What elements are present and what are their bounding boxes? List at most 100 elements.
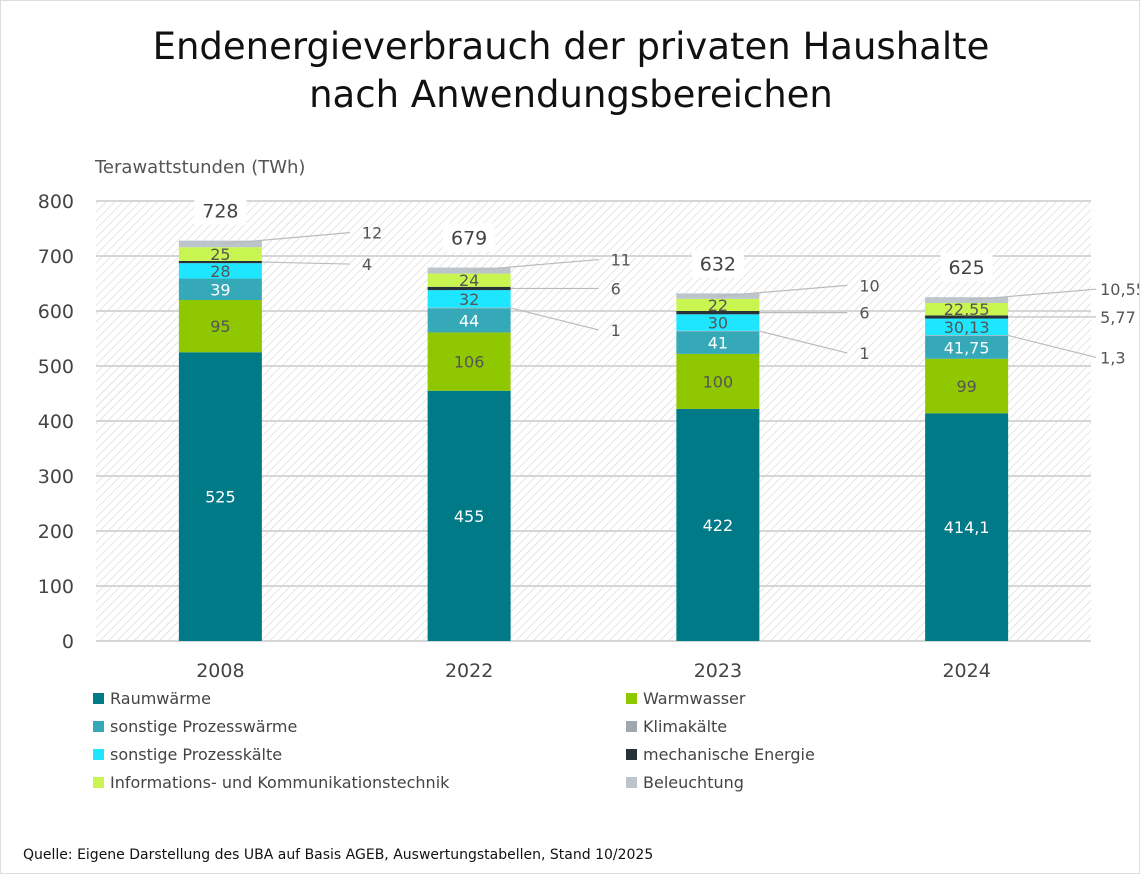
legend-item: Informations- und Kommunikationstechnik — [93, 773, 449, 792]
segment-label: 106 — [454, 353, 485, 372]
legend-item: Klimakälte — [626, 717, 727, 736]
x-tick-label: 2022 — [445, 660, 493, 682]
total-label: 728 — [202, 201, 238, 223]
total-label-bg — [691, 249, 744, 278]
segment-label: 39 — [210, 280, 230, 299]
callout-label: 10,55 — [1100, 280, 1140, 299]
legend-item: Beleuchtung — [626, 773, 744, 792]
segment-label: 455 — [454, 507, 485, 526]
callout-label: 1 — [611, 321, 621, 340]
segment-label: 30 — [708, 314, 728, 333]
legend-label: sonstige Prozesswärme — [110, 717, 298, 736]
bar-segment — [925, 335, 1009, 359]
legend-label: Raumwärme — [110, 689, 211, 708]
segment-label: 30,13 — [944, 318, 990, 337]
bar-segment — [178, 352, 262, 641]
callout-line — [261, 261, 350, 265]
bar-segment — [676, 331, 760, 354]
total-label-bg — [940, 253, 993, 282]
segment-label: 22,55 — [944, 300, 990, 319]
legend-item: mechanische Energie — [626, 745, 815, 764]
callout-line — [966, 288, 1097, 301]
bar-segment — [178, 300, 262, 353]
chart-title: Endenergieverbrauch der privaten Haushal… — [1, 23, 1139, 119]
legend-swatch — [626, 693, 637, 704]
bar-segment — [676, 311, 760, 315]
callout-label: 1 — [859, 344, 869, 363]
legend-swatch — [93, 777, 104, 788]
total-label: 625 — [948, 257, 984, 279]
bar-segment — [676, 353, 760, 409]
callout-line — [469, 258, 599, 272]
y-tick-label: 300 — [38, 466, 74, 488]
legend-item: sonstige Prozesskälte — [93, 745, 282, 764]
callout-label: 6 — [611, 279, 621, 298]
callout-label: 11 — [611, 251, 631, 270]
segment-label: 422 — [703, 516, 734, 535]
legend-label: Warmwasser — [643, 689, 746, 708]
legend-label: Beleuchtung — [643, 773, 744, 792]
x-tick-label: 2008 — [196, 660, 244, 682]
y-tick-label: 0 — [62, 631, 74, 653]
segment-label: 44 — [459, 311, 479, 330]
segment-label: 25 — [210, 245, 230, 264]
callout-label: 1,3 — [1100, 348, 1125, 367]
bar-segment — [676, 298, 760, 311]
legend-label: Klimakälte — [643, 717, 728, 736]
callout-line — [1007, 334, 1097, 359]
legend-swatch — [626, 777, 637, 788]
segment-label: 414,1 — [944, 518, 990, 537]
legend-swatch — [93, 749, 104, 760]
bar-segment — [427, 286, 511, 291]
segment-label: 41 — [708, 334, 728, 353]
bar-segment — [427, 290, 511, 308]
callout-label: 5,77 — [1100, 308, 1136, 327]
x-tick-label: 2023 — [694, 660, 742, 682]
total-label: 679 — [451, 228, 487, 250]
callout-label: 12 — [362, 224, 382, 243]
legend-item: sonstige Prozesswärme — [93, 717, 297, 736]
segment-label: 99 — [956, 377, 976, 396]
bar-segment — [925, 335, 1009, 336]
bar-segment — [676, 408, 760, 641]
bar-segment — [178, 263, 262, 279]
bar-segment — [925, 358, 1009, 414]
segment-label: 100 — [703, 372, 734, 391]
segment-label: 24 — [459, 271, 479, 290]
y-axis-label: Terawattstunden (TWh) — [95, 157, 306, 178]
bar-segment — [427, 308, 511, 333]
bar-segment — [427, 307, 511, 309]
title-line-1: Endenergieverbrauch der privaten Haushal… — [152, 25, 990, 68]
legend-swatch — [626, 749, 637, 760]
legend-swatch — [626, 721, 637, 732]
bar-segment — [178, 260, 262, 264]
y-tick-label: 500 — [38, 356, 74, 378]
y-tick-label: 600 — [38, 301, 74, 323]
bar-segment — [676, 314, 760, 331]
bar-segment — [925, 315, 1009, 319]
segment-label: 95 — [210, 317, 230, 336]
bar-segment — [427, 273, 511, 287]
bar-segment — [178, 278, 262, 300]
total-label: 632 — [700, 253, 736, 275]
total-label-bg — [194, 196, 247, 225]
bar-segment — [427, 332, 511, 391]
segment-label: 41,75 — [944, 338, 990, 357]
legend-label: Informations- und Kommunikationstechnik — [110, 773, 450, 792]
bar-segment — [925, 318, 1009, 336]
callout-label: 6 — [859, 304, 869, 323]
y-tick-label: 400 — [38, 411, 74, 433]
legend-swatch — [93, 721, 104, 732]
callout-line — [220, 232, 350, 245]
bar-segment — [676, 330, 760, 332]
legend-item: Warmwasser — [626, 689, 745, 708]
legend-label: mechanische Energie — [643, 745, 815, 764]
bar-segment — [925, 413, 1009, 641]
total-label-bg — [443, 223, 496, 252]
y-tick-label: 200 — [38, 521, 74, 543]
y-tick-label: 100 — [38, 576, 74, 598]
y-tick-label: 800 — [38, 191, 74, 213]
callout-line — [717, 284, 848, 297]
